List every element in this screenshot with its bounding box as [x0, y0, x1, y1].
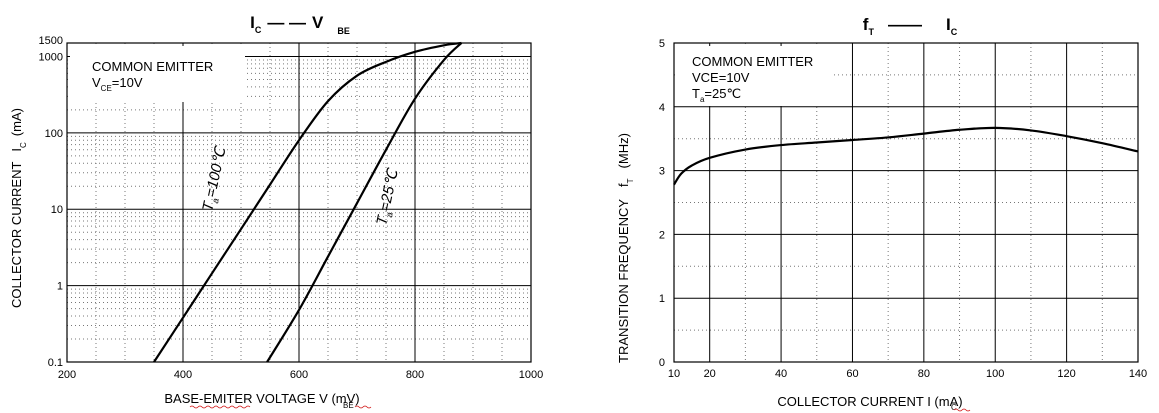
chart2-x-tick-label: 120	[1057, 368, 1075, 380]
chart1-curve-label-25-a: a	[384, 211, 395, 218]
chart1-x-axis-label-main: BASE-EMITER VOLTAGE V (mV)	[164, 391, 359, 406]
chart1-title-dash: — —	[267, 13, 306, 32]
chart2-y-tick-label: 2	[659, 229, 665, 241]
chart2-y-axis-label: TRANSITION FREQUENCY fT (MHz)	[616, 133, 635, 363]
chart2-title-dash: ——	[888, 15, 922, 34]
chart2-legend-ta-value: =25℃	[704, 86, 741, 101]
chart1-legend-v: V	[92, 75, 101, 90]
chart2-y-axis-label-f: f	[616, 183, 631, 187]
chart1-y-axis-label-unit: (mA)	[9, 108, 24, 136]
chart2-x-tick-label: 100	[986, 368, 1004, 380]
chart2-series-ft-line	[673, 126, 1139, 186]
chart1-y-axis-label-i: I	[9, 148, 24, 152]
chart2-legend-line2: VCE=10V	[692, 70, 750, 85]
chart2-title: fT —— IC	[863, 15, 958, 37]
chart1-curve-label-25: Ta=25℃	[373, 166, 404, 227]
chart2-legend-line1: COMMON EMITTER	[692, 54, 813, 69]
chart2-x-axis-label-sub: C	[951, 403, 957, 412]
chart-ft-ic: fT —— IC COMMON EMITTER VCE=10V Ta=25℃ 10 2…	[616, 15, 1147, 412]
chart1-frame	[66, 42, 532, 363]
chart2-legend-t: T	[692, 86, 700, 101]
chart2-spellcheck-underline	[953, 408, 971, 412]
chart1-x-tick-label: 600	[290, 369, 308, 381]
chart2-legend-a: a	[700, 95, 705, 104]
chart2-y-tick-label: 0	[659, 357, 665, 369]
chart2-frame	[673, 42, 1139, 363]
chart1-x-tick-label: 200	[58, 369, 76, 381]
chart1-y-tick-label: 10	[51, 204, 63, 216]
chart1-legend-vce-value: =10V	[112, 75, 143, 90]
chart1-y-axis-label-main: COLLECTOR CURRENT	[9, 162, 24, 308]
chart2-legend-line3: Ta=25℃	[692, 86, 741, 104]
chart1-y-tick-label: 1000	[39, 51, 63, 63]
chart1-legend-line2: VCE=10V	[92, 75, 143, 93]
chart2-y-tick-label: 3	[659, 166, 665, 178]
chart2-y-tick-label: 5	[659, 38, 665, 50]
chart1-y-tick-label: 1	[57, 281, 63, 293]
chart2-y-axis-label-unit: (MHz)	[616, 133, 631, 168]
chart2-y-axis-label-main: TRANSITION FREQUENCY	[616, 199, 631, 363]
chart1-curve-label-25-value: =25℃	[376, 166, 402, 213]
chart2-title-f: f	[863, 15, 869, 34]
chart1-curve-label-100: Ta=100℃	[199, 144, 232, 213]
chart2-title-f-sub: T	[868, 27, 874, 37]
chart2-title-i: I	[946, 15, 951, 34]
chart1-series-ta25-line	[266, 42, 463, 363]
chart2-y-tick-label: 1	[659, 293, 665, 305]
chart1-title-i: I	[250, 13, 255, 32]
chart2-legend-box	[678, 46, 834, 106]
chart1-y-tick-label: 100	[45, 128, 63, 140]
chart1-y-axis-label-sub: C	[19, 142, 28, 148]
chart1-legend-line1: COMMON EMITTER	[92, 59, 213, 74]
chart2-curves	[673, 126, 1139, 186]
chart1-title-v: V	[312, 13, 324, 32]
chart-ic-vbe: IC — — V BE COMMON EMITTER VCE=10V 200 400 60…	[9, 13, 543, 410]
chart1-title-i-sub: C	[255, 25, 262, 35]
chart2-x-tick-label: 140	[1129, 368, 1147, 380]
chart2-y-tick-label: 4	[659, 102, 665, 114]
chart1-curve-label-100-value: =100℃	[202, 144, 230, 199]
chart2-x-tick-label: 60	[846, 368, 858, 380]
chart1-series-ta100-line	[153, 41, 462, 363]
chart2-y-axis-label-sub: T	[626, 178, 635, 183]
chart1-x-tick-label: 800	[406, 369, 424, 381]
chart1-y-tick-label: 0.1	[48, 357, 63, 369]
chart1-legend-box	[70, 46, 245, 102]
chart2-x-axis-label-main: COLLECTOR CURRENT I (mA)	[777, 394, 962, 409]
chart2-x-tick-label: 10	[668, 368, 680, 380]
chart1-y-tick-label: 1500	[39, 35, 63, 47]
chart2-title-i-sub: C	[951, 27, 958, 37]
chart1-curve-label-100-a: a	[210, 197, 221, 204]
chart1-x-tick-label: 1000	[519, 369, 543, 381]
chart1-ticks: 200 400 600 800 1000 0.1 1 10 100 1000 1500	[39, 35, 544, 381]
chart1-title-v-sub: BE	[337, 26, 350, 36]
chart2-x-tick-label: 20	[704, 368, 716, 380]
chart2-ticks: 10 20 40 60 80 100 120 140 0 1 2 3 4 5	[659, 38, 1147, 380]
chart1-spellcheck-underline	[189, 405, 372, 409]
chart1-legend-ce: CE	[101, 84, 112, 93]
chart1-x-axis-label: BASE-EMITER VOLTAGE V (mV)	[164, 391, 359, 406]
chart2-x-axis-label: COLLECTOR CURRENT I (mA)	[777, 394, 962, 409]
chart1-x-axis-label-sub: BE	[343, 401, 354, 410]
chart1-curves	[153, 41, 463, 363]
chart2-x-tick-label: 80	[918, 368, 930, 380]
chart1-y-axis-label: COLLECTOR CURRENT IC (mA)	[9, 108, 28, 308]
chart2-x-tick-label: 40	[775, 368, 787, 380]
chart1-title: IC — — V BE	[250, 13, 350, 36]
chart1-x-tick-label: 400	[174, 369, 192, 381]
